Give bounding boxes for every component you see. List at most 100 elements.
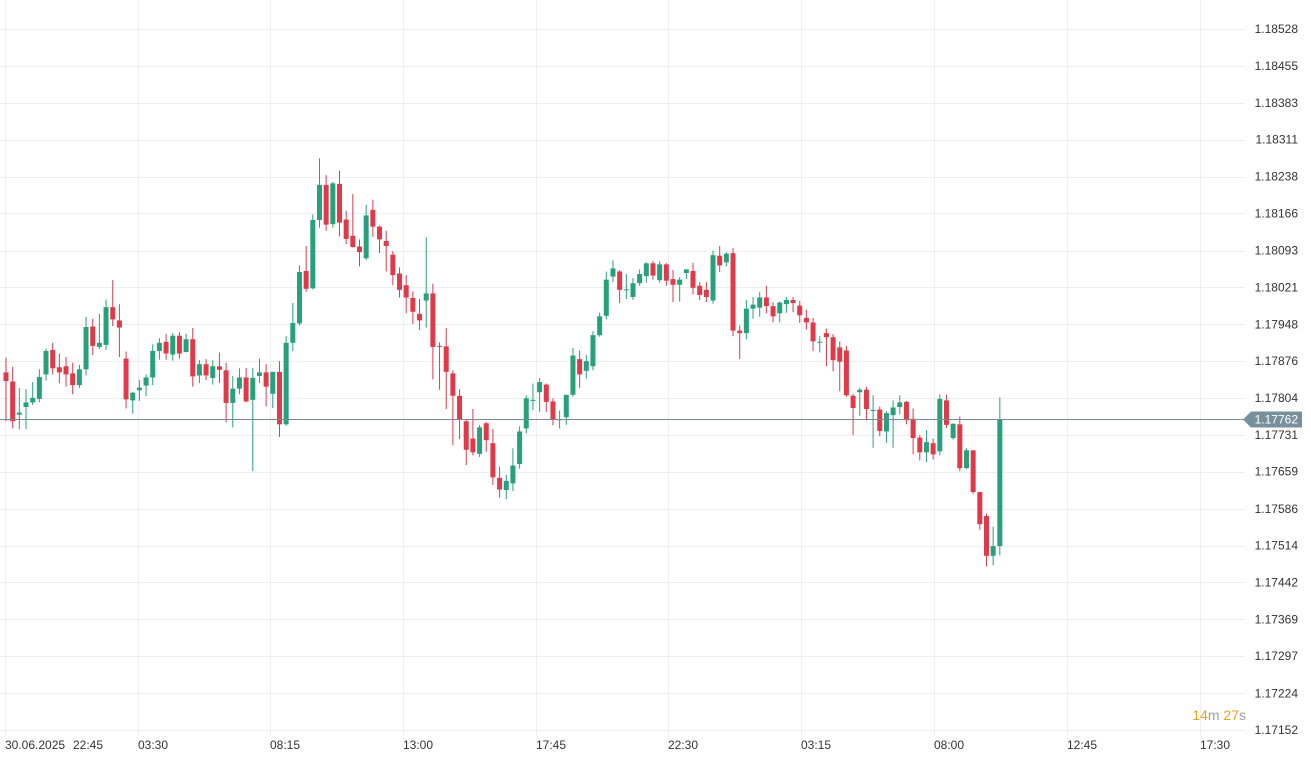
candle-body	[603, 279, 609, 316]
x-tick-label: 08:00	[934, 738, 964, 752]
candle-up	[657, 261, 663, 283]
candle-down	[243, 367, 249, 403]
candle-body	[96, 342, 102, 347]
candle-up	[570, 347, 576, 397]
y-tick-label: 1.17297	[1255, 649, 1299, 663]
candle-down	[430, 283, 436, 380]
candle-down	[617, 269, 623, 304]
candle-up	[743, 300, 749, 340]
candle-body	[970, 450, 976, 493]
candle-up	[890, 400, 896, 448]
candle-body	[243, 377, 249, 402]
candle-body	[577, 359, 583, 375]
candle-body	[83, 327, 89, 370]
candle-down	[176, 332, 182, 359]
candle-body	[30, 397, 36, 403]
candle-body	[637, 274, 643, 284]
x-tick-label: 03:15	[801, 738, 831, 752]
candle-body	[423, 293, 429, 301]
candle-up	[610, 260, 616, 283]
candle-up	[196, 360, 202, 384]
candle-up	[603, 271, 609, 320]
candle-down	[850, 393, 856, 436]
candle-up	[83, 316, 89, 376]
candle-down	[56, 353, 62, 384]
candle-down	[810, 317, 816, 351]
candle-up	[477, 424, 483, 457]
candle-down	[90, 318, 96, 356]
candle-body	[897, 402, 903, 408]
y-tick-label: 1.17876	[1255, 354, 1299, 368]
candle-body	[170, 335, 176, 355]
candle-body	[570, 355, 576, 395]
candle-up	[777, 301, 783, 323]
candle-body	[70, 373, 76, 386]
candle-body	[730, 253, 736, 331]
candle-down	[837, 341, 843, 392]
y-tick-label: 1.17659	[1255, 465, 1299, 479]
candle-up	[590, 331, 596, 371]
candle-body	[503, 480, 509, 491]
candle-body	[43, 350, 49, 375]
candle-up	[870, 395, 876, 448]
candle-body	[763, 297, 769, 307]
candle-body	[150, 350, 156, 378]
candle-up	[423, 237, 429, 328]
candle-up	[883, 411, 889, 443]
candle-up	[310, 214, 316, 290]
candle-body	[323, 184, 329, 225]
countdown-seconds-unit: s	[1239, 707, 1246, 723]
y-tick-label: 1.18093	[1255, 244, 1299, 258]
candle-down	[63, 357, 69, 387]
candle-up	[363, 204, 369, 261]
candle-body	[176, 335, 182, 354]
candle-down	[383, 230, 389, 272]
candle-body	[163, 341, 169, 354]
candle-body	[256, 372, 262, 376]
candle-body	[23, 402, 29, 408]
candle-body	[863, 389, 869, 410]
x-tick-label: 22:45	[73, 738, 103, 752]
candle-up	[30, 382, 36, 405]
candle-down	[770, 302, 776, 323]
candle-up	[103, 299, 109, 350]
candle-body	[330, 183, 336, 225]
countdown-minutes: 14	[1192, 707, 1208, 723]
candle-up	[136, 380, 142, 401]
candle-body	[543, 384, 549, 402]
countdown-minutes-unit: m	[1207, 707, 1220, 723]
candle-body	[463, 421, 469, 450]
y-tick-label: 1.17804	[1255, 391, 1299, 405]
candle-up	[517, 426, 523, 469]
candle-down	[977, 492, 983, 530]
candle-down	[437, 342, 443, 390]
candle-body	[136, 387, 142, 391]
candle-body	[130, 392, 136, 401]
candle-body	[236, 377, 242, 389]
candle-body	[523, 398, 529, 429]
candle-body	[337, 183, 342, 223]
candle-body	[276, 371, 282, 425]
candle-up	[857, 387, 863, 416]
candle-down	[410, 291, 416, 324]
candle-down	[763, 285, 769, 314]
y-tick-label: 1.18238	[1255, 170, 1299, 184]
candle-body	[230, 388, 236, 403]
candle-body	[850, 395, 856, 409]
candle-body	[617, 271, 623, 290]
candle-up	[997, 397, 1003, 556]
candle-body	[263, 372, 269, 387]
candle-body	[510, 465, 516, 484]
candle-down	[443, 328, 449, 410]
candle-body	[390, 254, 396, 276]
candle-down	[417, 299, 423, 331]
candle-body	[497, 477, 503, 490]
candle-up	[723, 252, 729, 267]
x-tick-label: 08:15	[270, 738, 300, 752]
price-tag-label: 1.17762	[1255, 413, 1299, 427]
candle-body	[623, 289, 629, 291]
candle-up	[296, 265, 302, 326]
candle-body	[923, 442, 929, 453]
